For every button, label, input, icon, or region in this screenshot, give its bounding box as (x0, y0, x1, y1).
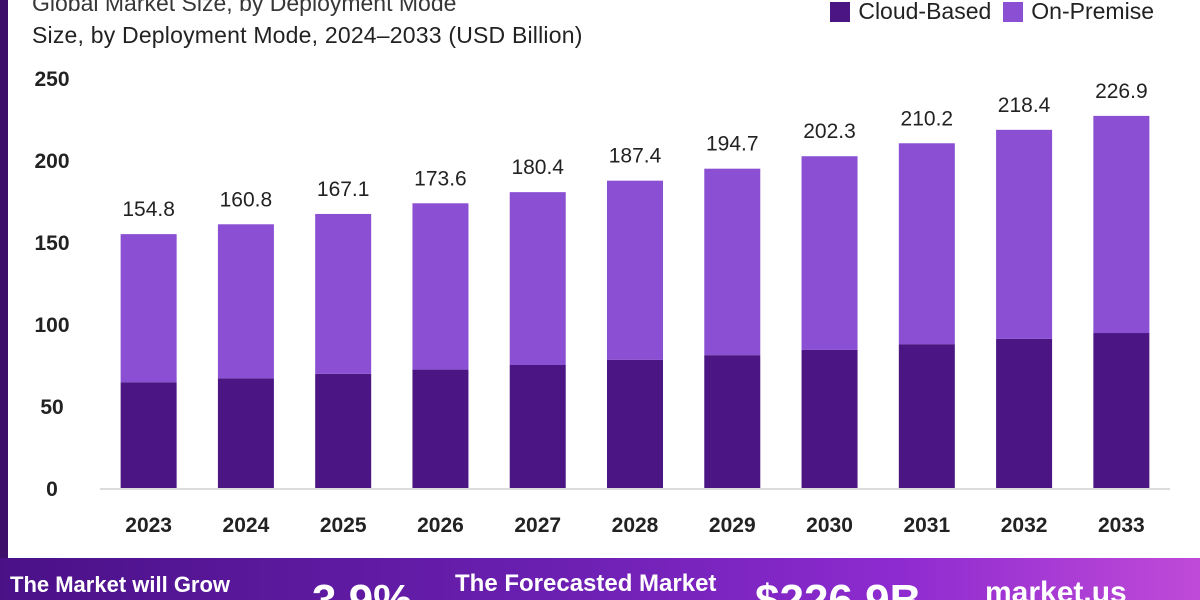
banner-forecast-value: $226.9B (755, 576, 921, 600)
x-tick-label: 2025 (320, 514, 367, 537)
bar-segment-cloud (412, 369, 469, 488)
bar-total-label: 167.1 (317, 178, 370, 201)
x-tick-label: 2029 (709, 514, 756, 537)
y-tick-label: 100 (34, 314, 69, 337)
bar-segment-cloud (315, 373, 372, 488)
bar-segment-onpremise (509, 192, 566, 365)
y-tick-label: 200 (34, 150, 69, 173)
chart-subtitle: Size, by Deployment Mode, 2024–2033 (USD… (32, 22, 583, 48)
x-tick-label: 2030 (806, 514, 853, 537)
bar-segment-cloud (898, 344, 955, 488)
bar-total-label: 187.4 (609, 145, 662, 168)
banner-source: market.us (985, 576, 1127, 600)
y-tick-label: 0 (46, 478, 58, 501)
bar-segment-onpremise (801, 156, 858, 350)
bar-total-label: 210.2 (901, 107, 954, 130)
legend-label-cloud: Cloud-Based (858, 0, 992, 24)
bar-segment-cloud (704, 355, 761, 488)
x-tick-label: 2027 (514, 514, 561, 537)
bar-segment-onpremise (412, 203, 469, 370)
bar-segment-cloud (996, 338, 1053, 488)
x-tick-label: 2024 (223, 514, 270, 537)
stacked-bar-chart: 0 50 100 150 200 250 154.8 2023 160.8 2024 167.1 20… (34, 68, 1170, 537)
legend-swatch-onpremise (1003, 1, 1024, 22)
x-tick-label: 2028 (612, 514, 659, 537)
banner-cagr: 3.9% (312, 576, 412, 600)
bar-segment-cloud (1093, 333, 1150, 488)
bar-segment-onpremise (607, 180, 663, 360)
bar-segment-cloud (801, 349, 858, 488)
bar-total-label: 173.6 (414, 167, 467, 190)
bar-total-label: 154.8 (122, 198, 175, 221)
x-tick-label: 2031 (903, 514, 950, 537)
bar-segment-onpremise (1093, 115, 1150, 334)
bar-segment-cloud (607, 359, 663, 488)
bar-segment-onpremise (704, 168, 761, 356)
bar-segment-onpremise (898, 143, 955, 345)
bar-segment-onpremise (996, 129, 1053, 339)
bar-total-label: 194.7 (706, 133, 759, 156)
bottom-banner: The Market will Grow 3.9% The Forecasted… (0, 558, 1200, 600)
y-tick-label: 150 (34, 232, 69, 255)
legend-label-onpremise: On-Premise (1031, 0, 1154, 24)
left-accent-stripe (0, 0, 8, 560)
bar-segment-onpremise (315, 213, 372, 374)
bar-segment-cloud (120, 382, 177, 488)
x-tick-label: 2023 (125, 514, 172, 537)
chart-legend: Cloud-Based On-Premise (830, 0, 1154, 25)
bar-total-label: 226.9 (1095, 80, 1148, 103)
bar-total-label: 160.8 (220, 188, 273, 211)
x-tick-label: 2032 (1001, 514, 1048, 537)
legend-item-cloud: Cloud-Based (830, 0, 991, 25)
x-tick-label: 2033 (1098, 514, 1145, 537)
bar-segment-cloud (217, 378, 274, 488)
bar-segment-onpremise (120, 234, 177, 383)
legend-item-onpremise: On-Premise (1003, 0, 1154, 25)
y-tick-label: 250 (34, 68, 69, 91)
bar-segment-onpremise (217, 224, 274, 379)
banner-forecast-label: The Forecasted Market (455, 570, 717, 597)
legend-swatch-cloud (830, 1, 851, 22)
chart-title-top: Global Market Size, by Deployment Mode (32, 0, 457, 16)
bar-total-label: 202.3 (803, 120, 856, 143)
bar-segment-cloud (509, 365, 566, 488)
x-tick-label: 2026 (417, 514, 464, 537)
bar-total-label: 180.4 (511, 156, 564, 179)
y-tick-label: 50 (40, 396, 63, 419)
bar-total-label: 218.4 (998, 94, 1051, 117)
banner-grow-label: The Market will Grow (10, 572, 231, 597)
